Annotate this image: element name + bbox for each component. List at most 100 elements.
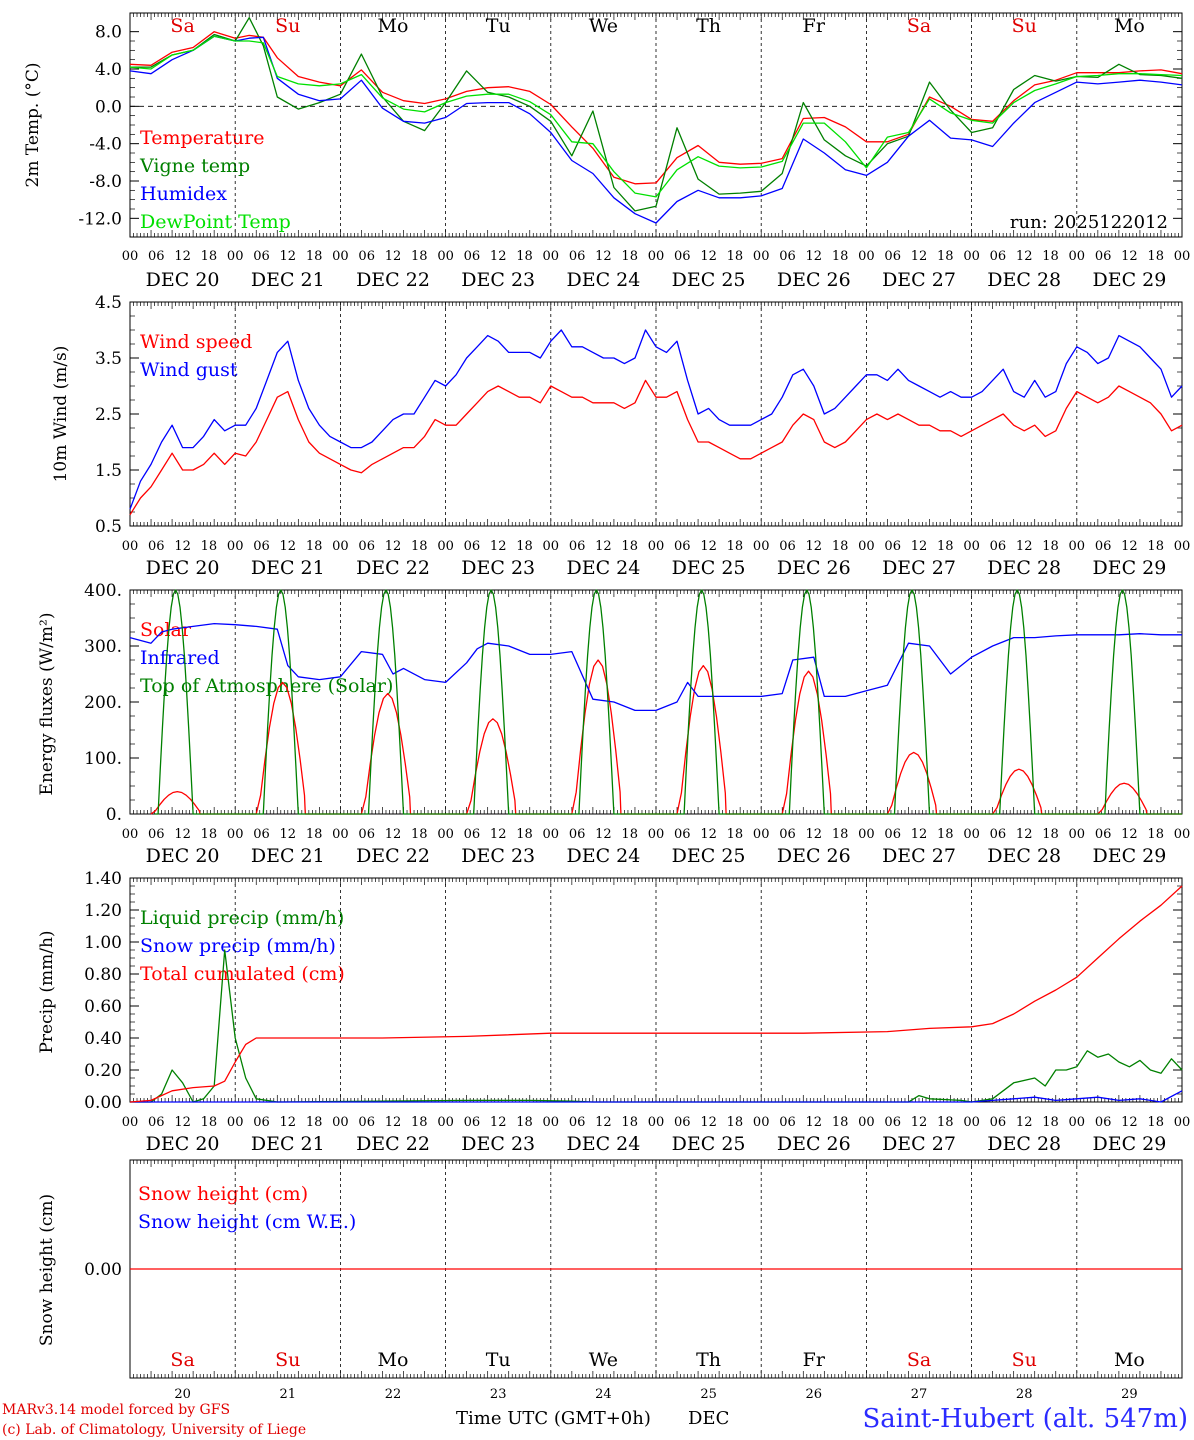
- hour-tick-label: 00: [963, 539, 980, 554]
- hour-tick-label: 18: [621, 539, 638, 554]
- hour-tick-label: 18: [516, 249, 533, 264]
- hour-tick-label: 00: [858, 827, 875, 842]
- weekday-label: Sa: [170, 15, 194, 37]
- hour-tick-label: 06: [884, 1115, 901, 1130]
- weekday-label: Tu: [486, 15, 511, 37]
- hour-tick-label: 00: [963, 1115, 980, 1130]
- hour-tick-label: 06: [148, 539, 165, 554]
- weekday-label: Su: [1012, 15, 1037, 37]
- day-label: DEC 21: [251, 1133, 325, 1155]
- hour-tick-label: 06: [884, 827, 901, 842]
- hour-tick-label: 12: [1121, 1115, 1138, 1130]
- hour-tick-label: 18: [727, 249, 744, 264]
- hour-tick-label: 00: [963, 249, 980, 264]
- hour-tick-label: 06: [464, 249, 481, 264]
- hour-tick-label: 00: [648, 539, 665, 554]
- weekday-label: We: [589, 15, 618, 37]
- hour-tick-label: 18: [1147, 249, 1164, 264]
- hour-tick-label: 18: [1147, 827, 1164, 842]
- legend-snow-precip: Snow precip (mm/h): [140, 935, 336, 957]
- hour-tick-label: 18: [411, 249, 428, 264]
- hour-tick-label: 12: [911, 1115, 928, 1130]
- y-tick-label: 2.5: [95, 405, 122, 425]
- day-label: DEC 26: [777, 557, 851, 579]
- hour-tick-label: 12: [595, 1115, 612, 1130]
- hour-tick-label: 12: [806, 1115, 823, 1130]
- hour-tick-label: 00: [648, 827, 665, 842]
- hour-tick-label: 18: [516, 827, 533, 842]
- hour-tick-label: 06: [148, 249, 165, 264]
- day-label: DEC 27: [882, 269, 956, 291]
- temp-ylabel: 2m Temp. (°C): [23, 62, 43, 187]
- day-label: DEC 22: [356, 557, 430, 579]
- hour-tick-label: 06: [884, 539, 901, 554]
- legend-dewpoint: DewPoint Temp: [140, 211, 291, 233]
- y-tick-label: 0.5: [95, 517, 122, 537]
- hour-tick-label: 06: [358, 249, 375, 264]
- hour-tick-label: 18: [832, 827, 849, 842]
- weekday-label: Fr: [803, 15, 826, 37]
- y-tick-label: 0.00: [84, 1260, 122, 1280]
- hour-tick-label: 12: [174, 827, 191, 842]
- precip-series-liquid-precip-mm-h-: [130, 949, 1183, 1103]
- energy-series-top-of-atmosphere-solar-: [154, 589, 1182, 815]
- hour-tick-label: 06: [148, 827, 165, 842]
- credit-line-1: MARv3.14 model forced by GFS: [2, 1402, 230, 1418]
- day-label: DEC 24: [566, 557, 640, 579]
- hour-tick-label: 18: [937, 249, 954, 264]
- hour-tick-label: 00: [122, 827, 139, 842]
- day-label: DEC 26: [777, 1133, 851, 1155]
- day-label: DEC 29: [1092, 557, 1166, 579]
- hour-tick-label: 06: [779, 1115, 796, 1130]
- hour-tick-label: 00: [437, 1115, 454, 1130]
- hour-tick-label: 06: [1095, 539, 1112, 554]
- hour-tick-label: 18: [306, 827, 323, 842]
- hour-tick-label: 18: [937, 1115, 954, 1130]
- hour-tick-label: 12: [911, 249, 928, 264]
- y-tick-label: 300.: [84, 637, 122, 657]
- hour-tick-label: 18: [621, 1115, 638, 1130]
- day-label: DEC 29: [1092, 1133, 1166, 1155]
- hour-tick-label: 18: [832, 249, 849, 264]
- hour-tick-label: 00: [227, 249, 244, 264]
- day-number-label: 24: [595, 1387, 612, 1402]
- y-tick-label: 0.: [106, 805, 122, 825]
- temp-series-vigne-temp: [130, 17, 1183, 212]
- y-tick-label: 1.20: [84, 901, 122, 921]
- hour-tick-label: 18: [937, 539, 954, 554]
- hour-tick-label: 06: [990, 539, 1007, 554]
- hour-tick-label: 12: [806, 539, 823, 554]
- legend-temperature: Temperature: [140, 127, 264, 149]
- y-tick-label: 1.00: [84, 933, 122, 953]
- day-label: DEC 27: [882, 1133, 956, 1155]
- hour-tick-label: 18: [621, 827, 638, 842]
- wind-ylabel: 10m Wind (m/s): [51, 346, 71, 483]
- legend-liquid-precip: Liquid precip (mm/h): [140, 907, 344, 929]
- hour-tick-label: 12: [1016, 827, 1033, 842]
- hour-tick-label: 06: [358, 827, 375, 842]
- hour-tick-label: 18: [306, 1115, 323, 1130]
- credit-line-2: (c) Lab. of Climatology, University of L…: [2, 1422, 306, 1438]
- wind-series-wind-gust: [129, 329, 1183, 510]
- hour-tick-label: 18: [727, 827, 744, 842]
- hour-tick-label: 18: [1042, 827, 1059, 842]
- hour-tick-label: 00: [1174, 1115, 1191, 1130]
- hour-tick-label: 00: [122, 539, 139, 554]
- hour-tick-label: 00: [543, 1115, 560, 1130]
- hour-tick-label: 00: [227, 1115, 244, 1130]
- precip-series-snow-precip-mm-h-: [130, 1090, 1183, 1103]
- legend-infrared: Infrared: [140, 647, 220, 669]
- hour-tick-label: 12: [700, 249, 717, 264]
- y-tick-label: 200.: [84, 693, 122, 713]
- hour-tick-label: 18: [727, 539, 744, 554]
- hour-tick-label: 12: [385, 827, 402, 842]
- weekday-label: Su: [275, 1349, 300, 1371]
- hour-tick-label: 06: [253, 827, 270, 842]
- y-tick-label: 8.0: [95, 23, 122, 43]
- day-label: DEC 22: [356, 269, 430, 291]
- day-label: DEC 28: [987, 1133, 1061, 1155]
- hour-tick-label: 18: [411, 1115, 428, 1130]
- day-label: DEC 25: [672, 557, 746, 579]
- hour-tick-label: 12: [911, 539, 928, 554]
